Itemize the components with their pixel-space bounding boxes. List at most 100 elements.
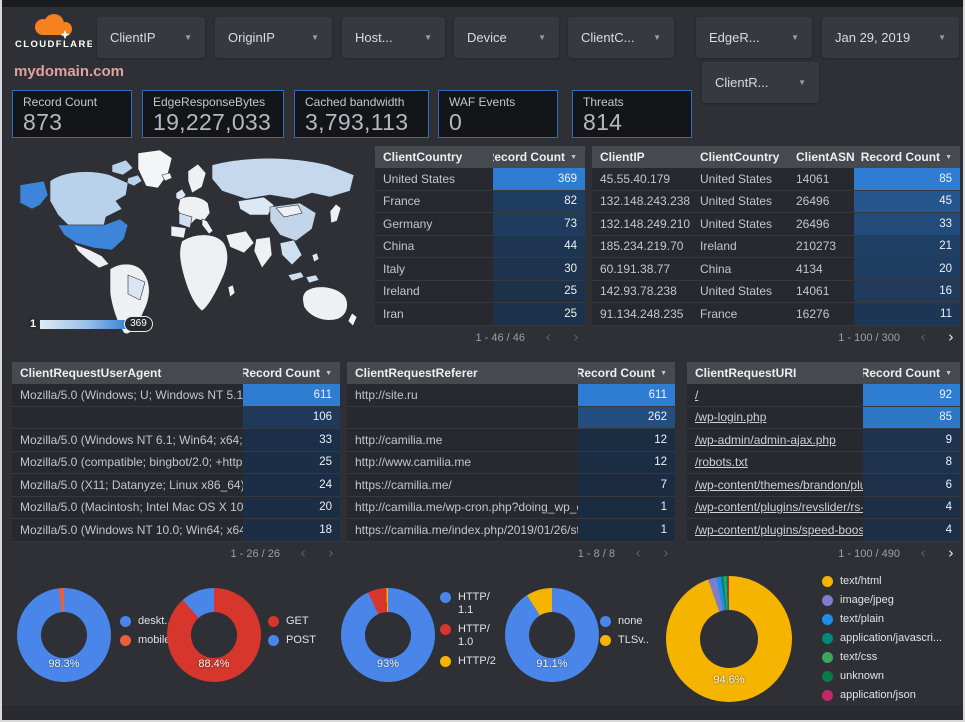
column-header[interactable]: ClientIP — [600, 150, 645, 164]
table-row[interactable]: / 92 — [687, 384, 960, 407]
column-header[interactable]: ClientCountry — [700, 150, 780, 164]
uri-link[interactable]: /robots.txt — [695, 455, 748, 470]
prev-page-icon[interactable]: ‹ — [300, 544, 306, 562]
filter-originip[interactable]: OriginIP ▼ — [215, 17, 332, 58]
table-row[interactable]: China 44 — [375, 235, 585, 258]
sort-desc-icon[interactable]: ▼ — [945, 369, 952, 377]
filter-edgeresponse[interactable]: EdgeR... ▼ — [696, 17, 812, 58]
table-row[interactable]: https://camilia.me/index.php/2019/01/26/… — [347, 519, 675, 542]
table-row[interactable]: http://camilia.me/wp-cron.php?doing_wp_c… — [347, 496, 675, 519]
date-range-filter[interactable]: Jan 29, 2019 ▼ — [822, 17, 959, 58]
filter-device[interactable]: Device ▼ — [454, 17, 559, 58]
column-header[interactable]: Record Count ▼ — [578, 366, 667, 380]
table-row[interactable]: Germany 73 — [375, 213, 585, 236]
next-page-icon[interactable]: › — [948, 544, 954, 562]
table-row[interactable]: /wp-admin/admin-ajax.php 9 — [687, 429, 960, 452]
column-header[interactable]: Record Count ▼ — [863, 366, 952, 380]
filter-clientip[interactable]: ClientIP ▼ — [97, 17, 205, 58]
tls-version-donut[interactable] — [505, 588, 599, 682]
table-row[interactable]: Mozilla/5.0 (Windows NT 10.0; Win64; x64… — [12, 519, 340, 542]
request-method-donut[interactable] — [167, 588, 261, 682]
sort-desc-icon[interactable]: ▼ — [660, 369, 667, 377]
legend-color-dot — [822, 595, 833, 606]
column-header[interactable]: ClientRequestUserAgent — [20, 366, 162, 380]
table-row[interactable]: http://camilia.me 12 — [347, 429, 675, 452]
table-row[interactable]: United States 369 — [375, 168, 585, 191]
column-header[interactable]: ClientCountry — [383, 150, 463, 164]
filter-host[interactable]: Host... ▼ — [342, 17, 445, 58]
uri-link[interactable]: /wp-admin/admin-ajax.php — [695, 432, 836, 447]
table-row[interactable]: 60.191.38.77 China 4134 20 — [592, 258, 960, 281]
map-color-legend: 1 369 — [30, 316, 153, 332]
dimension-cell: China — [700, 261, 732, 276]
table-row[interactable]: 91.134.248.235 France 16276 11 — [592, 303, 960, 326]
column-header[interactable]: Record Count ▼ — [860, 150, 952, 164]
legend-label: image/jpeg — [840, 594, 894, 606]
device-type-donut[interactable] — [17, 588, 111, 682]
table-row[interactable]: 106 — [12, 406, 340, 429]
sort-desc-icon[interactable]: ▼ — [945, 153, 952, 161]
column-header[interactable]: ClientRequestURI — [695, 366, 797, 380]
table-row[interactable]: /wp-login.php 85 — [687, 406, 960, 429]
next-page-icon[interactable]: › — [948, 328, 954, 346]
filter-clientrequest[interactable]: ClientR... ▼ — [702, 62, 819, 103]
next-page-icon[interactable]: › — [663, 544, 669, 562]
content-type-donut[interactable] — [666, 576, 792, 702]
pagination-range: 1 - 26 / 26 — [230, 547, 280, 560]
table-row[interactable]: Mozilla/5.0 (Windows NT 6.1; Win64; x64;… — [12, 429, 340, 452]
table-row[interactable]: 132.148.249.210 United States 26496 33 — [592, 213, 960, 236]
world-map-chart[interactable]: 1 369 — [12, 146, 368, 348]
table-row[interactable]: /robots.txt 8 — [687, 451, 960, 474]
table-row[interactable]: /wp-content/plugins/speed-booste...4 — [687, 519, 960, 542]
column-header[interactable]: Record Count ▼ — [493, 150, 577, 164]
table-row[interactable]: Ireland 25 — [375, 280, 585, 303]
uri-link[interactable]: /wp-content/plugins/speed-booste... — [695, 522, 863, 537]
uri-link[interactable]: /wp-content/plugins/revslider/rs-p... — [695, 500, 863, 515]
legend-item: image/jpeg — [822, 594, 942, 607]
table-row[interactable]: Mozilla/5.0 (X11; Datanyze; Linux x86_64… — [12, 474, 340, 497]
table-row[interactable]: 45.55.40.179 United States 14061 85 — [592, 168, 960, 191]
prev-page-icon[interactable]: ‹ — [545, 328, 551, 346]
record-count-cell: 1 — [578, 496, 675, 518]
table-row[interactable]: 132.148.243.238 United States 26496 45 — [592, 190, 960, 213]
legend-item: unknown — [822, 670, 942, 683]
sort-desc-icon[interactable]: ▼ — [570, 153, 577, 161]
prev-page-icon[interactable]: ‹ — [920, 544, 926, 562]
dimension-cell: 45.55.40.179 — [600, 171, 671, 186]
next-page-icon[interactable]: › — [573, 328, 579, 346]
dimension-cell: 132.148.249.210 — [600, 216, 691, 231]
legend-item: POST — [268, 634, 316, 647]
next-page-icon[interactable]: › — [328, 544, 334, 562]
table-row[interactable]: Iran 25 — [375, 303, 585, 326]
table-row[interactable]: https://camilia.me/7 — [347, 474, 675, 497]
table-row[interactable]: Italy 30 — [375, 258, 585, 281]
table-row[interactable]: 142.93.78.238 United States 14061 16 — [592, 280, 960, 303]
table-row[interactable]: /wp-content/themes/brandon/plu... 6 — [687, 474, 960, 497]
prev-page-icon[interactable]: ‹ — [920, 328, 926, 346]
column-header[interactable]: ClientASN — [796, 150, 854, 164]
uri-link[interactable]: /wp-content/themes/brandon/plu... — [695, 477, 863, 492]
column-header[interactable]: Record Count ▼ — [243, 366, 332, 380]
dimension-cell: 60.191.38.77 — [600, 261, 671, 276]
table-row[interactable]: http://www.camilia.me 12 — [347, 451, 675, 474]
table-row[interactable]: Mozilla/5.0 (Windows; U; Windows NT 5.1;… — [12, 384, 340, 407]
prev-page-icon[interactable]: ‹ — [635, 544, 641, 562]
table-row[interactable]: /wp-content/plugins/revslider/rs-p... 4 — [687, 496, 960, 519]
table-row[interactable]: Mozilla/5.0 (compatible; bingbot/2.0; +h… — [12, 451, 340, 474]
sort-desc-icon[interactable]: ▼ — [325, 369, 332, 377]
table-row[interactable]: 185.234.219.70 Ireland 210273 21 — [592, 235, 960, 258]
table-row[interactable]: France 82 — [375, 190, 585, 213]
filter-clientcountry[interactable]: ClientC... ▼ — [568, 17, 674, 58]
uri-link[interactable]: / — [695, 387, 699, 402]
record-count-cell: 8 — [863, 451, 960, 473]
http-protocol-donut[interactable] — [341, 588, 435, 682]
table-row[interactable]: 262 — [347, 406, 675, 429]
table-row[interactable]: Mozilla/5.0 (Macintosh; Intel Mac OS X 1… — [12, 496, 340, 519]
column-header[interactable]: ClientRequestReferer — [355, 366, 478, 380]
scorecard-edge-response-bytes: EdgeResponseBytes 19,227,033 — [142, 90, 284, 138]
table-row[interactable]: http://site.ru 611 — [347, 384, 675, 407]
table-header: ClientRequestURI Record Count ▼ — [687, 362, 960, 384]
scorecard-value: 814 — [583, 109, 623, 135]
uri-link[interactable]: /wp-login.php — [695, 410, 767, 425]
donut-hole — [41, 612, 87, 658]
